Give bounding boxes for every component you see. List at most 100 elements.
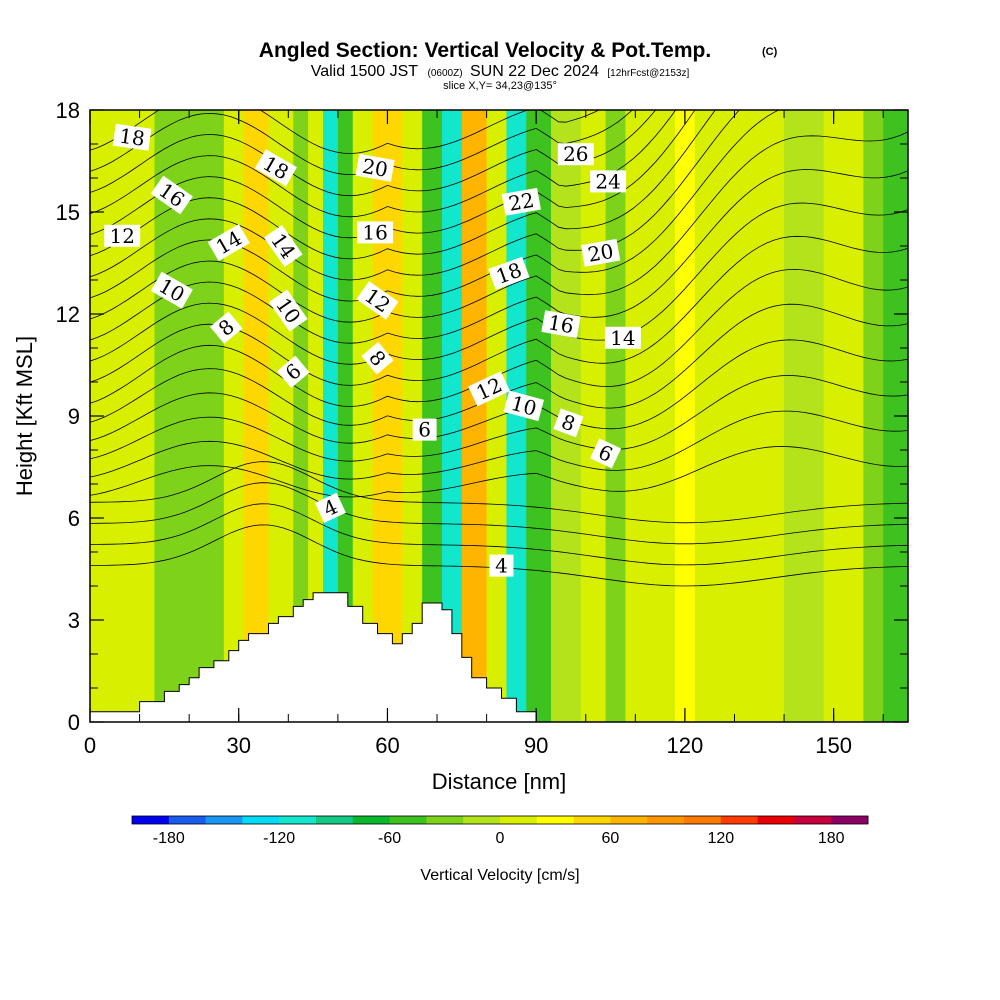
- colorbar-swatch: [610, 816, 648, 824]
- chart-header: Angled Section: Vertical Velocity & Pot.…: [259, 39, 778, 92]
- contour-label-box: [489, 554, 514, 577]
- contour-label-box: [254, 149, 297, 187]
- colorbar-tick-label: 120: [707, 830, 734, 847]
- x-tick-label: 120: [667, 733, 704, 758]
- colorbar-swatch: [757, 816, 795, 824]
- contour-label-box: [357, 221, 394, 244]
- contour-label-box: [361, 341, 394, 375]
- y-tick-label: 3: [68, 608, 80, 633]
- velocity-band: [823, 110, 864, 722]
- contour-label-box: [541, 310, 581, 339]
- contour-label-box: [590, 170, 627, 193]
- contour-label-box: [557, 143, 594, 166]
- contour-label: 18: [112, 124, 152, 151]
- velocity-band: [441, 110, 463, 722]
- colorbar-tick-label: 0: [496, 830, 505, 847]
- contour-label: 16: [541, 310, 581, 339]
- contour-label-text: 20: [586, 239, 615, 267]
- velocity-band: [154, 110, 225, 722]
- colorbar-swatch: [352, 816, 390, 824]
- contour-label-box: [268, 289, 308, 332]
- velocity-band: [422, 110, 443, 722]
- theta-contour-line: [90, 131, 908, 323]
- x-tick-label: 150: [815, 733, 852, 758]
- y-tick-label: 15: [56, 200, 80, 225]
- theta-contour-line: [90, 410, 908, 480]
- colorbar-swatch: [316, 816, 354, 824]
- velocity-band: [605, 110, 626, 722]
- contour-label-box: [150, 271, 193, 309]
- contour-label-text: 20: [360, 154, 389, 182]
- contour-label-box: [277, 355, 310, 388]
- contour-label-text: 24: [595, 169, 620, 193]
- velocity-band: [863, 110, 884, 722]
- contour-label-text: 6: [418, 418, 431, 442]
- contour-label-box: [355, 153, 395, 182]
- colorbar-swatch: [168, 816, 206, 824]
- colorbar-swatch: [205, 816, 243, 824]
- colorbar-tick-label: -60: [378, 830, 401, 847]
- contour-label-text: 14: [610, 326, 635, 350]
- contour-label-box: [207, 224, 250, 262]
- contour-label: 10: [503, 390, 545, 422]
- x-tick-label: 0: [84, 733, 96, 758]
- contour-label-box: [580, 238, 621, 267]
- theta-contour-line: [90, 446, 908, 498]
- contour-label-box: [503, 390, 545, 422]
- colorbar-label: Vertical Velocity [cm/s]: [420, 867, 579, 884]
- velocity-band: [223, 110, 245, 722]
- y-tick-label: 9: [68, 404, 80, 429]
- contour-label: 24: [590, 169, 627, 193]
- contour-label: 20: [355, 153, 395, 182]
- contour-label: 14: [604, 326, 641, 350]
- y-tick-label: 12: [56, 302, 80, 327]
- y-tick-label: 18: [56, 98, 80, 123]
- velocity-band: [580, 110, 607, 722]
- contour-label-text: 4: [495, 554, 508, 578]
- colorbar-swatch: [500, 816, 538, 824]
- colorbar-tick-label: 60: [602, 830, 620, 847]
- colorbar-swatch: [647, 816, 685, 824]
- contour-label: 4: [489, 554, 514, 578]
- y-tick-label: 6: [68, 506, 80, 531]
- contour-label-box: [314, 492, 346, 523]
- contour-label: 22: [501, 188, 541, 216]
- velocity-band: [625, 110, 676, 722]
- y-axis-label: Height [Kft MSL]: [12, 336, 37, 496]
- chart-title: Angled Section: Vertical Velocity & Pot.…: [259, 39, 711, 62]
- theta-contour-line: [90, 110, 600, 154]
- contour-label-box: [263, 224, 303, 268]
- velocity-band: [402, 110, 423, 722]
- theta-contour-line: [90, 169, 908, 344]
- velocity-band: [461, 110, 488, 722]
- colorbar-swatch: [463, 816, 501, 824]
- contour-label: 8: [553, 408, 584, 438]
- colorbar-swatch: [426, 816, 464, 824]
- slice-info: slice X,Y= 34,23@135°: [443, 80, 557, 92]
- contour-label-text: 16: [362, 220, 387, 244]
- contour-label-box: [150, 175, 193, 215]
- colorbar-swatch: [536, 816, 574, 824]
- colorbar-swatch: [389, 816, 427, 824]
- colorbar-swatch: [794, 816, 832, 824]
- y-tick-label: 0: [68, 710, 80, 735]
- velocity-band: [352, 110, 374, 722]
- contour-label-text: 16: [546, 310, 575, 338]
- theta-contour-line: [90, 503, 908, 566]
- colorbar-swatch: [242, 816, 280, 824]
- valid-time-utc: (0600Z): [428, 68, 463, 79]
- colorbar-tick-label: 180: [818, 830, 845, 847]
- contour-label-box: [412, 418, 437, 441]
- valid-time-line: Valid 1500 JST (0600Z) SUN 22 Dec 2024 […: [311, 63, 690, 80]
- contour-label-box: [553, 408, 584, 438]
- contour-label: 26: [557, 142, 594, 166]
- velocity-band: [308, 110, 324, 722]
- contour-label-text: 18: [118, 124, 147, 151]
- terrain-mask: [90, 592, 537, 722]
- theta-contour-line: [90, 110, 740, 281]
- colorbar-swatch: [132, 816, 170, 824]
- theta-contour-line: [90, 482, 908, 545]
- colorbar-swatch: [684, 816, 722, 824]
